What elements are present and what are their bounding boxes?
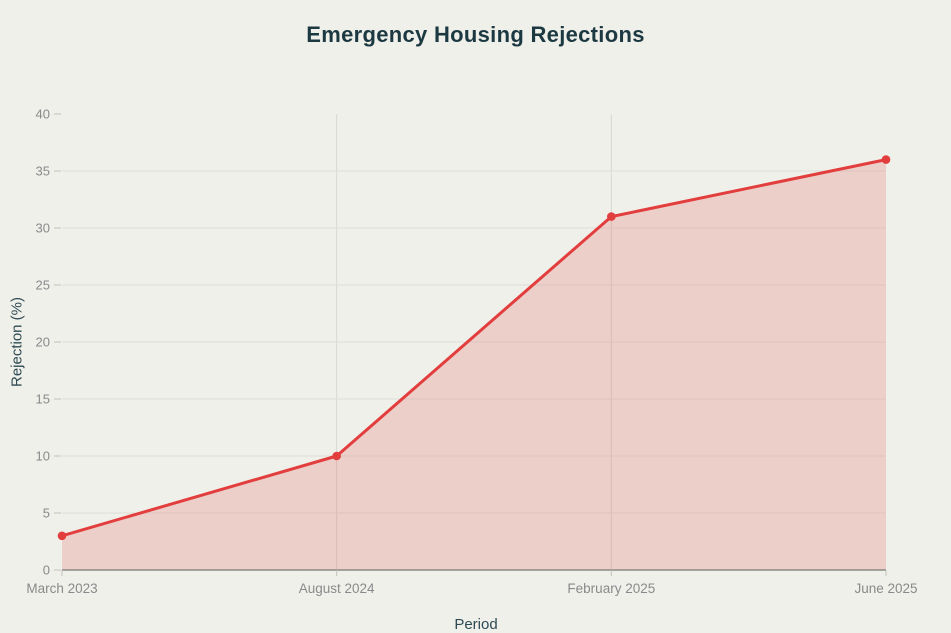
x-tick-label: August 2024 bbox=[299, 581, 375, 596]
y-tick-label: 5 bbox=[43, 506, 50, 521]
data-point-1[interactable] bbox=[332, 451, 341, 461]
y-tick-label: 35 bbox=[36, 164, 50, 179]
x-tick-label: February 2025 bbox=[567, 581, 655, 596]
y-tick-label: 40 bbox=[36, 107, 50, 122]
x-axis-label: Period bbox=[454, 616, 498, 633]
data-point-0[interactable] bbox=[57, 531, 67, 541]
chart-title: Emergency Housing Rejections bbox=[306, 22, 645, 47]
x-tick-label: June 2025 bbox=[854, 581, 917, 596]
y-tick-label: 25 bbox=[36, 278, 50, 293]
x-tick-label: March 2023 bbox=[26, 581, 97, 596]
y-tick-label: 10 bbox=[36, 449, 50, 464]
y-tick-label: 15 bbox=[36, 392, 50, 407]
y-tick-label: 20 bbox=[36, 335, 50, 350]
area-fill bbox=[62, 159, 886, 570]
y-tick-label: 0 bbox=[43, 563, 50, 578]
y-axis-label: Rejection (%) bbox=[8, 296, 26, 388]
y-tick-label: 30 bbox=[36, 221, 50, 236]
data-point-2[interactable] bbox=[607, 212, 616, 221]
data-point-3[interactable] bbox=[881, 155, 891, 164]
trend-line bbox=[60, 158, 888, 538]
